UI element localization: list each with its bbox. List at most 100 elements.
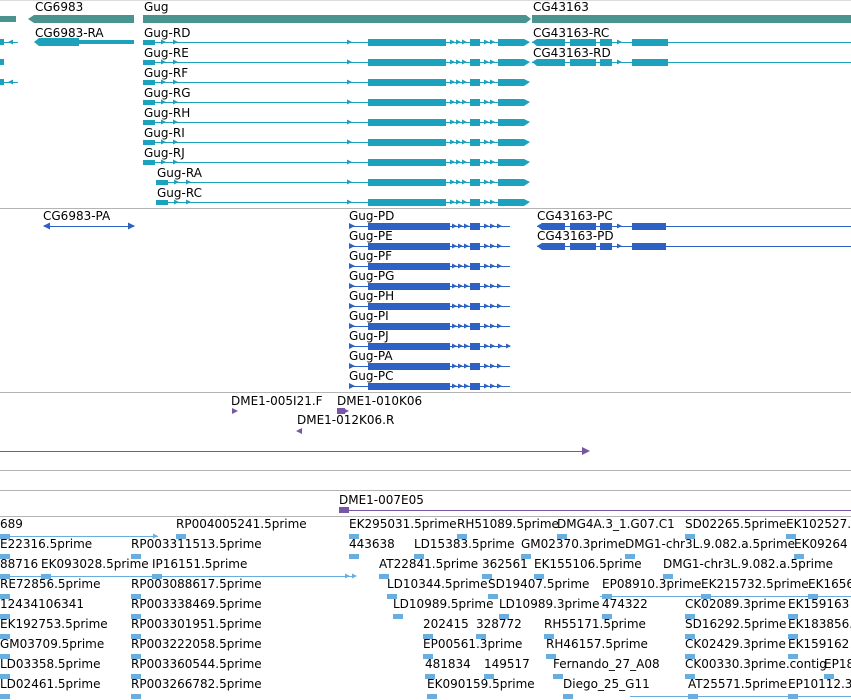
protein-exon[interactable]: [632, 223, 666, 230]
transcript-exon[interactable]: [498, 119, 530, 126]
protein-exon[interactable]: [368, 243, 450, 250]
protein-exon[interactable]: [570, 243, 596, 250]
protein-label[interactable]: Gug-PE: [349, 229, 393, 243]
est-label[interactable]: EP00561.3prime: [423, 637, 523, 651]
est-bar[interactable]: [788, 614, 798, 619]
transcript-exon[interactable]: [632, 59, 668, 66]
transcript-exon[interactable]: [34, 38, 79, 46]
est-bar[interactable]: [131, 674, 141, 679]
est-label[interactable]: 689: [0, 517, 23, 531]
transcript-exon[interactable]: [498, 199, 530, 206]
est-label[interactable]: EK159162: [788, 637, 850, 651]
transcript-label[interactable]: Gug-RE: [144, 46, 189, 60]
est-bar[interactable]: [393, 614, 403, 619]
transcript-exon[interactable]: [600, 39, 612, 46]
est-label[interactable]: 328772: [476, 617, 522, 631]
transcript-label[interactable]: Gug-RC: [157, 186, 202, 200]
transcript-utr[interactable]: [79, 40, 134, 44]
transcript-exon[interactable]: [470, 119, 480, 126]
protein-exon[interactable]: [470, 283, 480, 290]
est-label[interactable]: DMG4A.3_1.G07.C1: [557, 517, 675, 531]
est-label[interactable]: LD02461.5prime: [0, 677, 101, 691]
est-label[interactable]: EK09264: [794, 537, 848, 551]
est-bar[interactable]: [0, 594, 10, 599]
gene-bar[interactable]: [532, 15, 851, 23]
est-bar[interactable]: [131, 614, 141, 619]
est-label[interactable]: LD10344.5prime: [387, 577, 488, 591]
est-label[interactable]: 88716: [0, 557, 39, 571]
protein-label[interactable]: Gug-PJ: [349, 329, 389, 343]
protein-exon[interactable]: [537, 243, 565, 250]
est-label[interactable]: IP16151.5prime: [152, 557, 248, 571]
est-bar[interactable]: [685, 614, 695, 619]
protein-exon[interactable]: [470, 343, 480, 350]
transcript-exon[interactable]: [532, 39, 565, 46]
est-bar[interactable]: [521, 554, 531, 559]
est-bar[interactable]: [131, 594, 141, 599]
est-bar[interactable]: [349, 554, 359, 559]
est-label[interactable]: RP003088617.5prime: [131, 577, 262, 591]
protein-exon[interactable]: [600, 243, 612, 250]
transcript-exon[interactable]: [498, 139, 530, 146]
protein-exon[interactable]: [368, 303, 450, 310]
est-label[interactable]: RP003360544.5prime: [131, 657, 262, 671]
est-label[interactable]: 474322: [602, 597, 648, 611]
est-label[interactable]: EK102527.: [786, 517, 851, 531]
est-bar[interactable]: [131, 694, 141, 699]
protein-exon[interactable]: [470, 323, 480, 330]
est-label[interactable]: SD19407.5prime: [488, 577, 590, 591]
est-bar[interactable]: [423, 634, 433, 639]
clone-label[interactable]: DME1-010K06: [337, 394, 423, 408]
transcript-exon[interactable]: [470, 79, 480, 86]
est-bar[interactable]: [0, 674, 10, 679]
transcript-exon[interactable]: [498, 179, 530, 186]
est-label[interactable]: EK159163: [788, 597, 850, 611]
transcript-utr[interactable]: [143, 100, 155, 105]
est-label[interactable]: 443638: [349, 537, 395, 551]
est-label[interactable]: E22316.5prime: [0, 537, 93, 551]
gene-label[interactable]: Gug: [144, 0, 169, 14]
est-label[interactable]: RP003266782.5prime: [131, 677, 262, 691]
est-label[interactable]: LD03358.5prime: [0, 657, 101, 671]
transcript-label[interactable]: Gug-RA: [157, 166, 202, 180]
est-bar[interactable]: [563, 694, 573, 699]
transcript-utr[interactable]: [143, 120, 155, 125]
clone-label[interactable]: DME1-007E05: [339, 493, 424, 507]
est-label[interactable]: RP003222058.5prime: [131, 637, 262, 651]
est-bar[interactable]: [0, 614, 10, 619]
est-bar[interactable]: [553, 674, 563, 679]
transcript-exon[interactable]: [470, 179, 480, 186]
est-bar[interactable]: [0, 554, 10, 559]
est-bar[interactable]: [484, 674, 494, 679]
transcript-exon[interactable]: [368, 139, 446, 146]
est-bar[interactable]: [557, 534, 567, 539]
est-label[interactable]: 202415: [423, 617, 469, 631]
gene-bar[interactable]: [0, 16, 16, 22]
transcript-utr[interactable]: [143, 80, 155, 85]
est-label[interactable]: DMG1-chr3L.9.082.a.5prime: [663, 557, 834, 571]
protein-exon[interactable]: [368, 263, 450, 270]
transcript-exon[interactable]: [470, 139, 480, 146]
est-label[interactable]: EK1656: [808, 577, 851, 591]
est-bar[interactable]: [685, 534, 695, 539]
transcript-exon[interactable]: [368, 39, 446, 46]
transcript-exon[interactable]: [470, 199, 480, 206]
est-bar[interactable]: [488, 594, 498, 599]
est-bar[interactable]: [685, 674, 695, 679]
est-label[interactable]: 362561: [482, 557, 528, 571]
est-label[interactable]: EK215732.5prime: [701, 577, 809, 591]
est-label[interactable]: EP08910.3prime: [602, 577, 702, 591]
est-bar[interactable]: [131, 654, 141, 659]
protein-exon[interactable]: [600, 223, 612, 230]
transcript-exon[interactable]: [368, 199, 446, 206]
est-label[interactable]: RP003311513.5prime: [131, 537, 262, 551]
clone-label[interactable]: DME1-005I21.F: [231, 394, 323, 408]
est-bar[interactable]: [788, 634, 798, 639]
transcript-exon[interactable]: [498, 39, 530, 46]
transcript-label[interactable]: Gug-RG: [144, 86, 191, 100]
est-label[interactable]: AT22841.5prime: [379, 557, 479, 571]
est-bar[interactable]: [499, 614, 509, 619]
est-label[interactable]: Fernando_27_A08: [553, 657, 660, 671]
transcript-exon[interactable]: [368, 179, 446, 186]
protein-exon[interactable]: [470, 303, 480, 310]
